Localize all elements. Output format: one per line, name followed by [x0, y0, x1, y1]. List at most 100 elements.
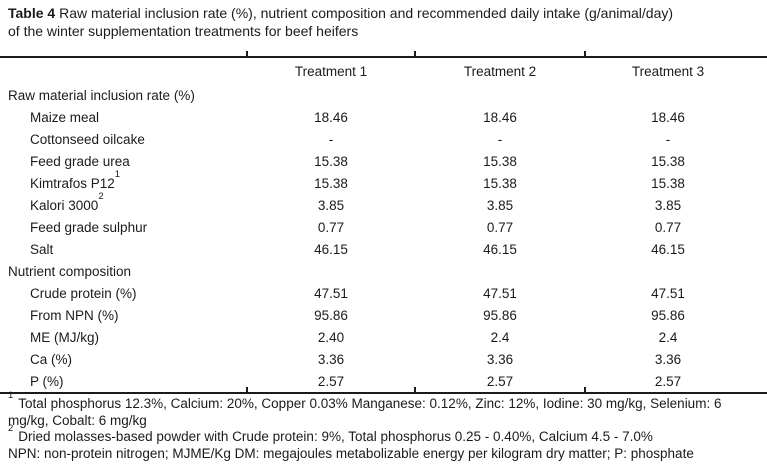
- cell-value: 18.46: [483, 109, 517, 125]
- table-row: Ca (%) 3.36 3.36 3.36: [0, 348, 767, 370]
- table-row: Cottonseed oilcake - - -: [0, 128, 767, 150]
- row-label-superscript: 1: [114, 169, 121, 180]
- header-treatment-2: Treatment 2: [463, 63, 537, 79]
- cell-value: 3.36: [654, 351, 682, 367]
- row-label-cell: P (%): [0, 370, 247, 393]
- row-label-superscript: 2: [98, 191, 104, 202]
- table-row: Crude protein (%) 47.51 47.51 47.51: [0, 282, 767, 304]
- row-label: Ca (%): [30, 351, 73, 367]
- cell-value: 15.38: [651, 175, 685, 191]
- column-divider-tick: [584, 387, 586, 392]
- row-label: Cottonseed oilcake: [30, 131, 145, 147]
- cell-value: 18.46: [651, 109, 685, 125]
- cell-value: -: [328, 131, 334, 147]
- cell-value: 47.51: [651, 285, 685, 301]
- table-row: Feed grade sulphur 0.77 0.77 0.77: [0, 216, 767, 238]
- cell-value: 15.38: [314, 153, 348, 169]
- footnote-2: 2 Dried molasses-based powder with Crude …: [8, 423, 758, 446]
- table-row: Kimtrafos P121 15.38 15.38 15.38: [0, 169, 767, 194]
- row-label: From NPN (%): [30, 307, 119, 323]
- row-label-cell: Salt: [0, 238, 247, 260]
- footnote-text: Total phosphorus 12.3%, Calcium: 20%, Co…: [8, 396, 722, 428]
- cell-value: 47.51: [483, 285, 517, 301]
- row-label-cell: Cottonseed oilcake: [0, 128, 247, 150]
- row-label-cell: Feed grade sulphur: [0, 216, 247, 238]
- cell-value: 95.86: [314, 307, 348, 323]
- cell-value: 2.4: [658, 329, 678, 345]
- cell-value: 2.57: [317, 373, 345, 389]
- table-row: Kalori 30002 3.85 3.85 3.85: [0, 191, 767, 216]
- column-divider-tick: [584, 51, 586, 56]
- section-header-row: Nutrient composition: [0, 260, 767, 282]
- cell-value: 3.36: [486, 351, 514, 367]
- column-divider-tick: [414, 51, 416, 56]
- header-treatment-3: Treatment 3: [631, 63, 705, 79]
- row-label: P (%): [30, 373, 64, 389]
- cell-value: 3.85: [317, 197, 345, 213]
- row-label-cell: ME (MJ/kg): [0, 326, 247, 348]
- row-label-cell: Crude protein (%): [0, 282, 247, 304]
- table-header-row: Treatment 1 Treatment 2 Treatment 3: [0, 57, 767, 84]
- table-row: ME (MJ/kg) 2.40 2.4 2.4: [0, 326, 767, 348]
- table-row: Salt 46.15 46.15 46.15: [0, 238, 767, 260]
- cell-value: 15.38: [483, 153, 517, 169]
- footnote-1: 1Total phosphorus 12.3%, Calcium: 20%, C…: [8, 390, 758, 429]
- cell-value: 3.36: [317, 351, 345, 367]
- row-label-cell: Kalori 30002: [0, 191, 247, 216]
- cell-value: -: [497, 131, 503, 147]
- cell-value: 0.77: [486, 219, 514, 235]
- header-treatment-1: Treatment 1: [294, 63, 368, 79]
- table-caption-line-1: Raw material inclusion rate (%), nutrien…: [59, 5, 674, 21]
- row-label-cell: Ca (%): [0, 348, 247, 370]
- cell-value: 46.15: [651, 241, 685, 257]
- cell-value: 2.57: [654, 373, 682, 389]
- cell-value: 0.77: [317, 219, 345, 235]
- table-caption-line-2: of the winter supplementation treatments…: [8, 23, 359, 39]
- cell-value: 3.85: [654, 197, 682, 213]
- cell-value: 47.51: [314, 285, 348, 301]
- cell-value: 95.86: [483, 307, 517, 323]
- column-divider-tick: [246, 387, 248, 392]
- cell-value: 15.38: [314, 175, 348, 191]
- row-label: Maize meal: [30, 109, 100, 125]
- cell-value: 46.15: [483, 241, 517, 257]
- footnote-abbreviations: NPN: non-protein nitrogen; MJME/Kg DM: m…: [8, 446, 758, 463]
- cell-value: 15.38: [651, 153, 685, 169]
- column-divider-tick: [246, 51, 248, 56]
- footnote-superscript: 1: [8, 389, 14, 401]
- cell-value: 2.4: [490, 329, 510, 345]
- footnote-superscript: 2: [8, 422, 14, 434]
- row-label: Feed grade sulphur: [30, 219, 148, 235]
- cell-value: 15.38: [483, 175, 517, 191]
- table-row: Feed grade urea 15.38 15.38 15.38: [0, 150, 767, 172]
- row-label-cell: Maize meal: [0, 106, 247, 128]
- treatments-table: Treatment 1 Treatment 2 Treatment 3 Raw …: [0, 56, 767, 394]
- footnote-text: NPN: non-protein nitrogen; MJME/Kg DM: m…: [8, 445, 694, 461]
- row-label: Crude protein (%): [30, 285, 137, 301]
- cell-value: 2.40: [317, 329, 345, 345]
- table-caption-number: Table 4: [8, 5, 56, 21]
- section-header-nutrient-composition: Nutrient composition: [8, 263, 132, 279]
- table-row: From NPN (%) 95.86 95.86 95.86: [0, 304, 767, 326]
- section-header-row: Raw material inclusion rate (%): [0, 84, 767, 106]
- row-label: Feed grade urea: [30, 153, 130, 169]
- row-label: Kalori 3000: [30, 197, 99, 213]
- row-label-cell: Feed grade urea: [0, 150, 247, 172]
- row-label-cell: From NPN (%): [0, 304, 247, 326]
- footnotes: 1Total phosphorus 12.3%, Calcium: 20%, C…: [8, 390, 758, 463]
- cell-value: 95.86: [651, 307, 685, 323]
- footnote-text: Dried molasses-based powder with Crude p…: [18, 429, 653, 444]
- column-divider-tick: [414, 387, 416, 392]
- row-label: ME (MJ/kg): [30, 329, 99, 345]
- cell-value: 46.15: [314, 241, 348, 257]
- table-row: Maize meal 18.46 18.46 18.46: [0, 106, 767, 128]
- row-label-cell: Kimtrafos P121: [0, 169, 247, 194]
- row-label: Kimtrafos P12: [30, 175, 115, 191]
- header-stub-cell: [0, 57, 247, 84]
- cell-value: 18.46: [314, 109, 348, 125]
- table-caption: Table 4 Raw material inclusion rate (%),…: [8, 4, 760, 40]
- table-row: P (%) 2.57 2.57 2.57: [0, 370, 767, 393]
- cell-value: 0.77: [654, 219, 682, 235]
- cell-value: 3.85: [486, 197, 514, 213]
